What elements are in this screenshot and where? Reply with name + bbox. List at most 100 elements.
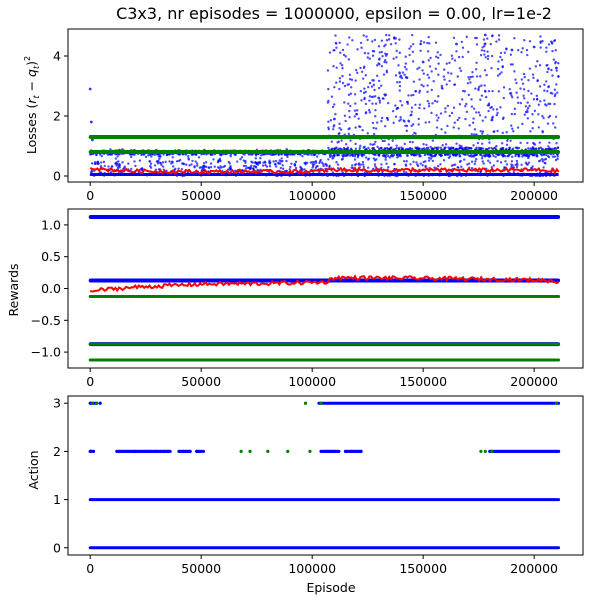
loss-point	[464, 117, 467, 121]
loss-point	[348, 127, 351, 130]
loss-point	[371, 102, 374, 105]
action-point	[359, 449, 363, 454]
loss-point	[468, 146, 471, 150]
loss-point	[348, 109, 351, 113]
loss-point	[154, 168, 158, 171]
loss-point	[442, 75, 446, 78]
loss-point	[411, 50, 415, 54]
loss-point	[338, 122, 341, 126]
loss-point	[348, 78, 352, 81]
loss-point	[264, 161, 267, 164]
loss-point	[367, 108, 371, 112]
x-tick-label: 50000	[181, 374, 221, 389]
loss-point	[408, 140, 412, 144]
loss-point	[546, 154, 550, 158]
loss-point	[360, 46, 363, 49]
loss-point	[333, 153, 336, 157]
y-tick-label: 0.5	[41, 249, 61, 264]
loss-point	[466, 163, 469, 166]
loss-point	[406, 100, 409, 104]
loss-point	[517, 146, 521, 150]
loss-point	[502, 86, 506, 89]
loss-point	[548, 141, 551, 144]
loss-point	[209, 162, 213, 165]
loss-point	[375, 121, 379, 124]
loss-point	[359, 144, 362, 148]
action-point	[332, 449, 336, 454]
y-tick-label: −1.0	[31, 345, 61, 360]
loss-point	[429, 56, 432, 60]
loss-point	[177, 167, 180, 170]
loss-point	[465, 35, 469, 39]
loss-point	[412, 80, 416, 83]
loss-point	[373, 163, 377, 166]
loss-point	[259, 156, 262, 160]
loss-point	[377, 79, 381, 83]
loss-point	[390, 146, 393, 149]
loss-point	[511, 127, 514, 130]
loss-point	[529, 130, 532, 133]
loss-point	[376, 145, 379, 149]
loss-point	[551, 155, 555, 158]
x-axis-label: Episode	[306, 580, 355, 595]
loss-point	[149, 166, 153, 169]
x-tick-label: 0	[86, 374, 94, 389]
loss-point	[121, 161, 124, 164]
loss-point	[410, 110, 413, 113]
loss-point	[548, 102, 552, 106]
loss-point	[250, 164, 253, 168]
loss-point	[174, 167, 177, 170]
loss-point	[452, 126, 455, 129]
x-tick-label: 150000	[399, 374, 447, 389]
loss-point	[464, 104, 467, 108]
loss-point	[459, 69, 463, 73]
loss-point	[399, 99, 402, 103]
loss-point	[511, 155, 514, 158]
loss-point	[347, 58, 351, 61]
loss-point	[527, 89, 530, 93]
loss-point	[492, 164, 496, 167]
loss-point	[540, 157, 544, 161]
reward-red-line	[89, 274, 560, 293]
loss-point	[445, 83, 448, 86]
loss-point	[398, 75, 402, 79]
loss-point	[472, 117, 475, 120]
loss-point	[554, 48, 557, 52]
loss-point	[365, 35, 368, 38]
loss-point	[544, 103, 547, 106]
loss-point	[516, 96, 519, 99]
loss-point	[500, 142, 504, 145]
loss-point	[552, 122, 555, 125]
loss-point	[426, 84, 429, 87]
action-y-label: Action	[26, 450, 41, 489]
loss-point	[444, 107, 447, 110]
loss-point	[475, 75, 479, 78]
loss-point	[95, 153, 98, 157]
loss-point	[395, 81, 399, 84]
loss-point	[493, 130, 496, 133]
loss-point	[457, 127, 460, 130]
loss-point	[410, 94, 413, 97]
loss-point	[420, 83, 423, 87]
loss-point	[522, 88, 526, 91]
loss-point	[191, 159, 194, 163]
action-point	[88, 449, 93, 454]
loss-point	[347, 132, 351, 136]
loss-point	[268, 165, 272, 168]
loss-point	[441, 144, 444, 147]
loss-point	[391, 110, 395, 113]
loss-point	[472, 107, 476, 110]
loss-point	[554, 147, 558, 150]
reward-green-band	[88, 358, 561, 362]
loss-point	[547, 43, 551, 46]
loss-point	[515, 159, 519, 163]
loss-point	[213, 165, 216, 168]
loss-point	[544, 153, 548, 157]
loss-point	[360, 154, 364, 157]
loss-point	[557, 62, 560, 65]
loss-point	[480, 157, 484, 160]
loss-point	[356, 154, 360, 158]
loss-point	[354, 147, 358, 151]
loss-point	[344, 143, 348, 146]
loss-point	[394, 115, 398, 118]
